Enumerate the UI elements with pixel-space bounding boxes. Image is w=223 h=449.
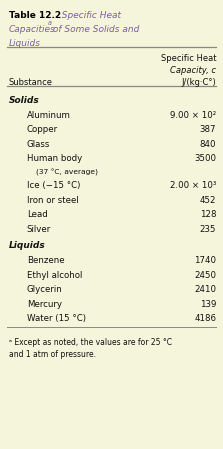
Text: Capacity, c: Capacity, c: [170, 66, 216, 75]
Text: Table 12.2: Table 12.2: [9, 11, 61, 20]
Text: 387: 387: [200, 125, 216, 134]
Text: 840: 840: [200, 140, 216, 149]
Text: Capacities: Capacities: [9, 25, 56, 34]
Text: Ice (−15 °C): Ice (−15 °C): [27, 181, 80, 190]
Text: Solids: Solids: [9, 96, 40, 105]
Text: ᵃ Except as noted, the values are for 25 °C: ᵃ Except as noted, the values are for 25…: [9, 339, 172, 348]
Text: 2.00 × 10³: 2.00 × 10³: [170, 181, 216, 190]
Text: Benzene: Benzene: [27, 256, 64, 265]
Text: 1740: 1740: [194, 256, 216, 265]
Text: Specific Heat: Specific Heat: [161, 54, 216, 63]
Text: Substance: Substance: [9, 79, 53, 88]
Text: Mercury: Mercury: [27, 299, 62, 309]
Text: Liquids: Liquids: [9, 39, 41, 48]
Text: J/(kg·C°): J/(kg·C°): [182, 79, 216, 88]
Text: of Some Solids and: of Some Solids and: [50, 25, 140, 34]
Text: Human body: Human body: [27, 154, 82, 163]
Text: Iron or steel: Iron or steel: [27, 196, 78, 205]
Text: (37 °C, average): (37 °C, average): [36, 168, 98, 176]
Text: 4186: 4186: [194, 314, 216, 323]
Text: Glycerin: Glycerin: [27, 285, 62, 294]
Text: Glass: Glass: [27, 140, 50, 149]
Text: and 1 atm of pressure.: and 1 atm of pressure.: [9, 349, 96, 358]
Text: 2450: 2450: [194, 271, 216, 280]
Text: Specific Heat: Specific Heat: [56, 11, 121, 20]
Text: 3500: 3500: [194, 154, 216, 163]
Text: Water (15 °C): Water (15 °C): [27, 314, 86, 323]
Text: 128: 128: [200, 210, 216, 219]
Text: 452: 452: [200, 196, 216, 205]
Text: Copper: Copper: [27, 125, 58, 134]
Text: Silver: Silver: [27, 224, 51, 233]
Text: 139: 139: [200, 299, 216, 309]
Text: Lead: Lead: [27, 210, 47, 219]
Text: a: a: [48, 20, 52, 26]
Text: 9.00 × 10²: 9.00 × 10²: [170, 110, 216, 119]
Text: 235: 235: [200, 224, 216, 233]
Text: Liquids: Liquids: [9, 241, 46, 250]
Text: Aluminum: Aluminum: [27, 110, 71, 119]
Text: Ethyl alcohol: Ethyl alcohol: [27, 271, 82, 280]
Text: 2410: 2410: [194, 285, 216, 294]
